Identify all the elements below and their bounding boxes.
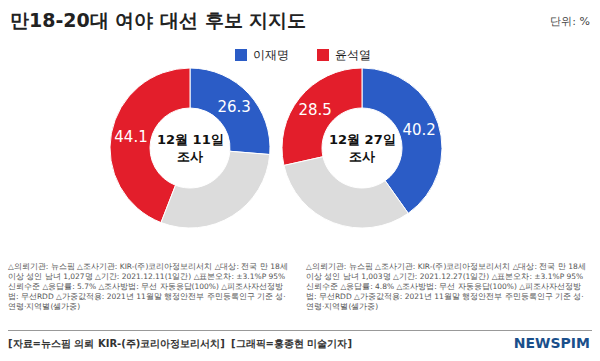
html-text:단위: %: 단위: % xyxy=(550,15,590,28)
html-text:△의뢰기관: 뉴스핌 △조사기관: KIR-(주)코리아정보: △의뢰기관: 뉴스핌 △조사기관: KIR-(주)코리아정보리서치 △대상: 전… xyxy=(306,262,586,311)
html-text:NEWSPIM: NEWSPIM xyxy=(513,335,590,351)
svg-text:12월 27일조사: 12월 27일조사 xyxy=(329,132,396,164)
svg-text:12월 11일조사: 12월 11일조사 xyxy=(157,132,224,164)
svg-text:44.1: 44.1 xyxy=(114,128,147,146)
svg-text:40.2: 40.2 xyxy=(402,121,435,139)
html-text:만18-20대 여야 대선 후보 지지도: 만18-20대 여야 대선 후보 지지도 xyxy=(10,9,307,31)
html-text:△의뢰기관: 뉴스핌 △조사기관: KIR-(주)코리아정보: △의뢰기관: 뉴스핌 △조사기관: KIR-(주)코리아정보리서치 △대상: 전… xyxy=(8,262,288,311)
svg-text:26.3: 26.3 xyxy=(217,98,250,116)
html-text:[그래픽=홍종현 미술기자]: [그래픽=홍종현 미술기자] xyxy=(231,338,352,349)
svg-text:윤석열: 윤석열 xyxy=(335,48,371,62)
svg-text:이재명: 이재명 xyxy=(253,48,289,62)
svg-text:28.5: 28.5 xyxy=(298,101,331,119)
html-text:[자료=뉴스핌 의뢰 KIR-(주)코리아정보리서치]: [자료=뉴스핌 의뢰 KIR-(주)코리아정보리서치] xyxy=(8,338,225,349)
